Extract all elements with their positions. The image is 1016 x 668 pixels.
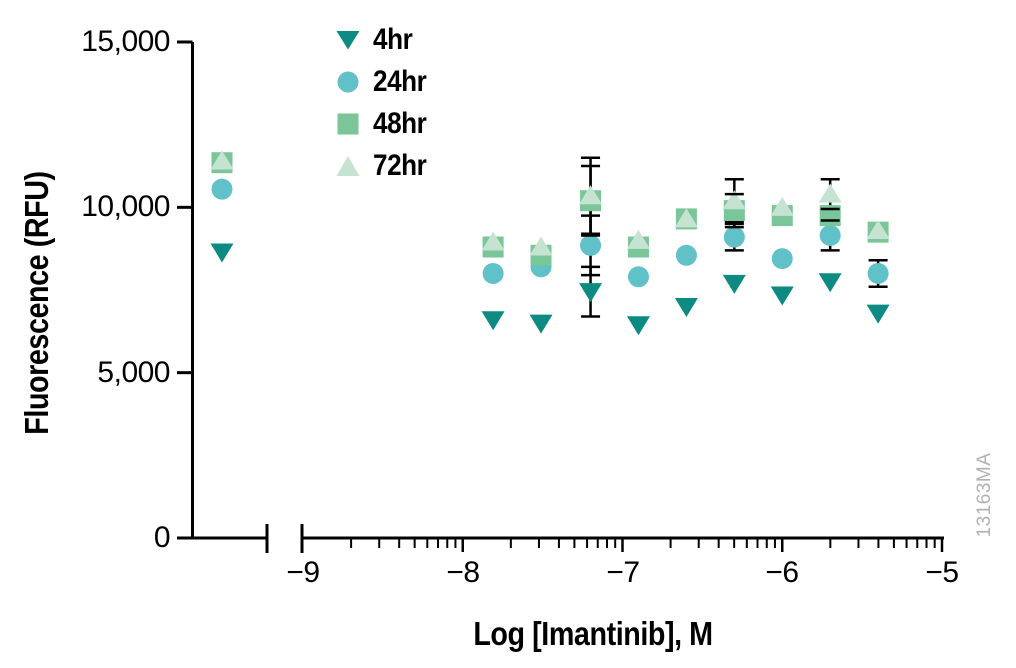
marker-24hr	[482, 262, 504, 284]
marker-24hr	[771, 248, 793, 270]
legend-item-4hr: 4hr	[335, 19, 434, 61]
marker-24hr	[723, 226, 745, 248]
marker-4hr	[481, 311, 505, 331]
y-axis-title: Fluorescence (RFU)	[18, 171, 55, 435]
marker-24hr	[675, 244, 697, 266]
marker-4hr	[722, 274, 746, 294]
triangle-down-icon	[336, 31, 360, 50]
marker-4hr	[866, 304, 890, 324]
x-tick-label-minus5: −5	[925, 556, 959, 589]
marker-72hr	[626, 229, 650, 249]
x-tick-label-minus6: −6	[765, 556, 799, 589]
triangle-up-icon	[336, 156, 360, 176]
square-icon	[337, 113, 359, 135]
figure-id-watermark: 13163MA	[974, 452, 995, 538]
legend-item-48hr: 48hr	[335, 103, 434, 145]
x-tick-label-minus9: −9	[286, 556, 320, 589]
marker-4hr	[818, 273, 842, 293]
y-tick-label-5000: 5,000	[97, 356, 170, 389]
marker-72hr	[722, 190, 746, 210]
x-tick-label-minus7: −7	[606, 556, 640, 589]
marker-4hr	[674, 298, 698, 318]
legend-label-24hr: 24hr	[373, 65, 427, 98]
legend-item-72hr: 72hr	[335, 145, 434, 187]
marker-24hr	[211, 178, 233, 200]
marker-24hr	[867, 262, 889, 284]
marker-72hr	[818, 183, 842, 203]
marker-4hr	[770, 286, 794, 306]
marker-72hr	[529, 236, 553, 256]
legend-item-24hr: 24hr	[335, 61, 434, 103]
x-axis-title: Log [Imantinib], M	[473, 615, 713, 652]
y-tick-label-0: 0	[153, 521, 171, 554]
y-tick-label-10000: 10,000	[81, 190, 170, 223]
legend-label-4hr: 4hr	[373, 23, 413, 56]
marker-24hr	[580, 234, 602, 256]
marker-72hr	[866, 219, 890, 239]
marker-72hr	[770, 196, 794, 216]
marker-4hr	[529, 314, 553, 334]
marker-4hr	[626, 316, 650, 336]
y-tick-label-15000: 15,000	[81, 25, 170, 58]
x-tick-label-minus8: −8	[446, 556, 480, 589]
circle-icon	[337, 71, 359, 93]
marker-72hr	[210, 150, 234, 170]
legend-label-72hr: 72hr	[373, 149, 427, 182]
marker-72hr	[481, 231, 505, 251]
marker-72hr	[579, 185, 603, 205]
marker-24hr	[819, 224, 841, 246]
marker-24hr	[627, 266, 649, 288]
marker-4hr	[210, 243, 234, 263]
marker-72hr	[674, 208, 698, 228]
marker-4hr	[579, 283, 603, 303]
legend: 4hr 24hr 48hr 72hr	[335, 19, 434, 187]
legend-label-48hr: 48hr	[373, 107, 427, 140]
